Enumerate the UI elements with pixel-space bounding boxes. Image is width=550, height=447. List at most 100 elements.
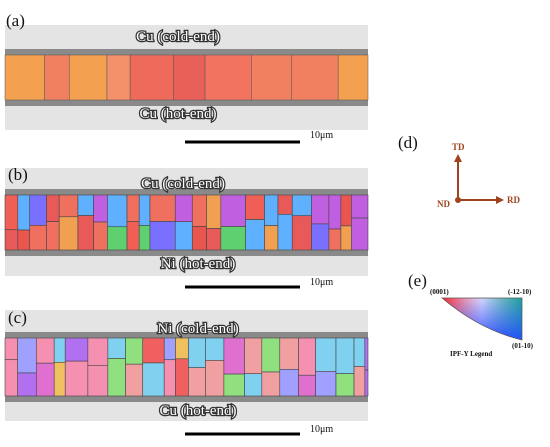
- grain: [4, 359, 18, 397]
- grain: [138, 225, 151, 251]
- grain: [93, 194, 108, 223]
- layer-label: Cu (cold-end): [141, 176, 225, 192]
- grain: [353, 366, 366, 397]
- grain: [17, 337, 37, 374]
- grain: [125, 337, 144, 365]
- grain: [35, 337, 55, 364]
- layer-label: Ni (hot-end): [161, 256, 236, 272]
- scale-label: 10μm: [310, 130, 333, 141]
- grain: [264, 194, 279, 226]
- grain: [4, 54, 45, 101]
- grain-boundary-layer: [5, 100, 368, 106]
- grain: [245, 219, 265, 251]
- panel-label: (c): [8, 308, 27, 327]
- layer-label: Ni (cold-end): [157, 321, 238, 337]
- grain: [46, 194, 60, 222]
- grain: [4, 337, 18, 361]
- grain: [29, 194, 47, 226]
- grain: [291, 54, 339, 101]
- ebsd-maps: [4, 25, 369, 421]
- grain: [35, 362, 55, 397]
- grain: [315, 337, 337, 372]
- grain: [107, 358, 126, 397]
- grain: [244, 337, 263, 375]
- grain: [220, 194, 246, 227]
- grain: [87, 337, 109, 366]
- grain: [261, 337, 281, 373]
- grain: [223, 337, 245, 375]
- grain-boundary-layer: [5, 332, 368, 338]
- grain: [364, 369, 369, 397]
- axes-diagram: [454, 154, 504, 204]
- grain: [204, 54, 252, 101]
- grain: [220, 226, 246, 251]
- legend-title: IPF-Y Legend: [450, 350, 492, 358]
- grain: [364, 337, 369, 371]
- grain: [328, 194, 342, 230]
- grain: [261, 371, 281, 397]
- grain-boundary-layer: [5, 250, 368, 256]
- grain: [353, 337, 366, 367]
- grain-boundary-layer: [5, 189, 368, 195]
- legend-corner: (0001): [430, 288, 449, 296]
- grain: [126, 221, 140, 251]
- grain: [17, 229, 31, 251]
- grain: [264, 225, 279, 251]
- grain: [125, 363, 144, 397]
- grain: [44, 54, 70, 101]
- grain: [174, 194, 193, 222]
- panel-label: (b): [8, 165, 28, 184]
- layer-label: Cu (hot-end): [159, 403, 236, 419]
- grain: [351, 194, 369, 219]
- grain: [205, 360, 225, 397]
- grain: [93, 221, 108, 251]
- ipf-triangle: [441, 297, 523, 341]
- grain: [291, 215, 312, 251]
- scale-label: 10μm: [310, 424, 333, 435]
- grain: [173, 54, 206, 101]
- grain: [46, 221, 60, 251]
- grain: [142, 362, 165, 397]
- grain: [64, 337, 89, 362]
- grain: [87, 365, 109, 397]
- grain: [206, 228, 222, 251]
- grain: [106, 54, 131, 101]
- grain: [4, 229, 19, 251]
- grain: [335, 373, 355, 397]
- grain: [17, 372, 37, 397]
- grain: [58, 216, 79, 251]
- grain: [328, 228, 342, 251]
- grain: [205, 337, 225, 361]
- grain: [279, 337, 299, 370]
- grain: [77, 215, 94, 251]
- axis-label: RD: [507, 195, 520, 205]
- panel-label: (e): [408, 271, 427, 290]
- grain: [107, 194, 128, 228]
- grain: [277, 214, 293, 251]
- axis-label: TD: [452, 142, 465, 152]
- grain: [337, 54, 369, 101]
- scale-label: 10μm: [310, 277, 333, 288]
- panel-label: (a): [6, 11, 25, 30]
- grain: [58, 194, 79, 218]
- grain: [29, 225, 47, 251]
- grain: [340, 194, 352, 227]
- legend-corner: (01-10): [512, 342, 534, 350]
- legend-corner: (-12-10): [508, 288, 532, 296]
- grain: [251, 54, 292, 101]
- grain: [340, 225, 352, 251]
- grain: [149, 221, 176, 251]
- grain: [298, 337, 316, 376]
- grain: [163, 359, 176, 397]
- grain: [107, 226, 128, 251]
- grain: [244, 373, 263, 397]
- grain: [279, 369, 299, 397]
- grain: [126, 194, 140, 222]
- grain: [188, 367, 206, 397]
- grain: [138, 194, 151, 226]
- grain: [163, 337, 176, 361]
- grain: [206, 194, 222, 229]
- grain: [245, 194, 265, 220]
- grain: [175, 358, 189, 397]
